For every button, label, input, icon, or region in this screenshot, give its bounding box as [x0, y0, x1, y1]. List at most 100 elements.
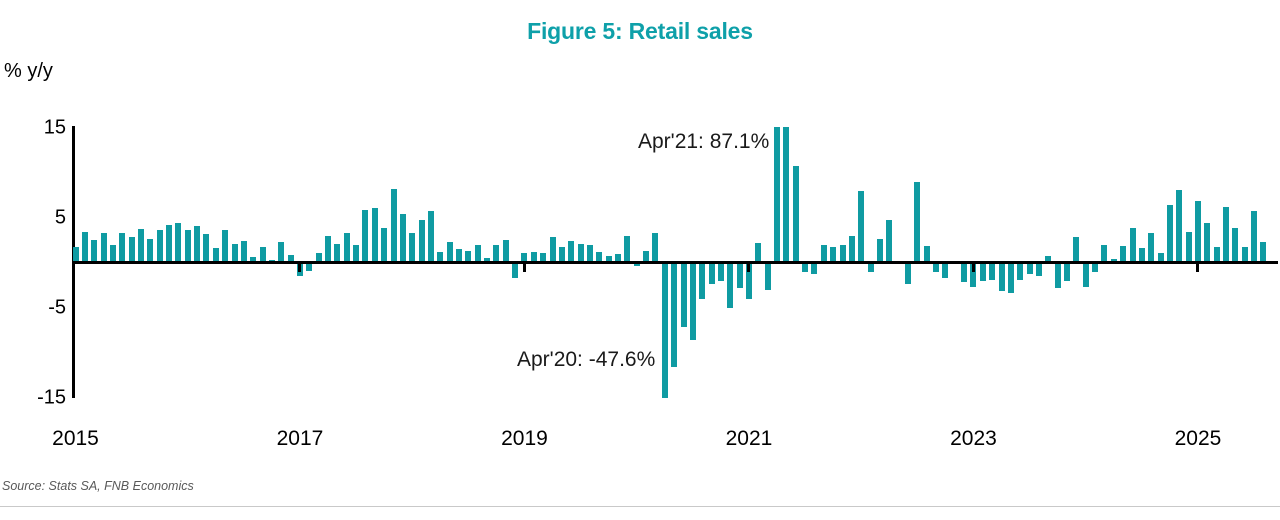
bar	[1194, 201, 1201, 263]
bar	[1007, 262, 1014, 294]
bar	[1166, 204, 1173, 263]
bar	[998, 262, 1005, 292]
bar	[923, 246, 930, 263]
x-axis-tick	[522, 263, 526, 272]
bar	[1223, 206, 1230, 263]
bar	[259, 247, 266, 263]
bar	[1035, 262, 1042, 276]
bar	[745, 262, 752, 300]
bar	[755, 242, 762, 263]
bar	[184, 230, 191, 263]
bar	[409, 232, 416, 263]
bar	[680, 262, 687, 328]
bar	[802, 262, 809, 273]
bar	[203, 233, 210, 263]
bar	[72, 247, 79, 263]
x-axis-tick	[1196, 263, 1200, 272]
bar	[493, 245, 500, 263]
bar	[886, 220, 893, 263]
bar	[240, 240, 247, 263]
bar	[699, 262, 706, 299]
bar	[717, 262, 724, 282]
bar	[119, 232, 126, 263]
bar	[1251, 211, 1258, 263]
bar	[1082, 262, 1089, 287]
bar	[970, 262, 977, 287]
bar	[390, 188, 397, 263]
bar	[811, 262, 818, 275]
bar	[1101, 245, 1108, 263]
bar	[334, 243, 341, 263]
bar	[839, 245, 846, 263]
bar	[521, 252, 528, 263]
bar	[1260, 241, 1267, 263]
bar	[671, 262, 678, 367]
bar	[933, 262, 940, 272]
bar	[979, 262, 986, 282]
bar	[418, 220, 425, 263]
bar	[633, 262, 640, 267]
bar	[577, 243, 584, 263]
bar	[942, 262, 949, 278]
bar	[175, 222, 182, 263]
y-tick-label: 15	[43, 116, 66, 138]
bar	[502, 240, 509, 263]
x-axis-tick	[971, 263, 975, 272]
bar	[858, 190, 865, 263]
bar	[661, 262, 668, 399]
x-tick-label: 2019	[501, 427, 548, 450]
bar	[989, 262, 996, 280]
bar	[465, 250, 472, 263]
bar	[306, 262, 313, 271]
bar	[100, 232, 107, 263]
x-tick-label: 2021	[725, 427, 773, 450]
bar	[1204, 222, 1211, 263]
bar	[278, 241, 285, 263]
bar	[166, 224, 173, 263]
bar	[1157, 252, 1164, 263]
bar	[399, 213, 406, 263]
x-axis-tick	[298, 263, 302, 272]
bar	[689, 262, 696, 340]
bar	[540, 252, 547, 263]
bar	[381, 228, 388, 263]
bar	[783, 126, 790, 263]
bar	[914, 182, 921, 263]
bar	[484, 258, 491, 263]
chart-title: Figure 5: Retail sales	[527, 18, 753, 44]
bar	[512, 262, 519, 278]
bar	[456, 249, 462, 263]
bar	[474, 244, 481, 263]
bar	[961, 262, 968, 283]
y-tick-label: -5	[48, 296, 66, 318]
bar	[1138, 248, 1145, 263]
bar	[586, 245, 593, 263]
bar	[652, 232, 659, 263]
bar	[624, 236, 631, 263]
bar	[1064, 262, 1071, 282]
x-tick-label: 2025	[1174, 427, 1222, 450]
bar	[362, 210, 369, 263]
x-tick-label: 2015	[52, 427, 99, 450]
bar	[736, 262, 743, 288]
bar	[1129, 228, 1136, 263]
x-axis-zero-line	[72, 261, 1278, 264]
bar	[1232, 228, 1239, 263]
bar	[446, 241, 453, 263]
bar	[427, 211, 434, 263]
bar	[194, 225, 201, 263]
bar	[437, 251, 444, 263]
bar	[353, 244, 360, 263]
bar	[1073, 237, 1080, 263]
bar	[1092, 262, 1099, 272]
bar	[596, 251, 603, 263]
bar	[1148, 232, 1155, 263]
bar	[287, 255, 294, 263]
bar	[1185, 231, 1192, 263]
bar	[764, 262, 771, 290]
bar	[156, 230, 163, 263]
bottom-divider	[0, 506, 1280, 507]
bar	[325, 235, 332, 263]
bar	[605, 256, 612, 263]
bar	[1241, 247, 1248, 263]
